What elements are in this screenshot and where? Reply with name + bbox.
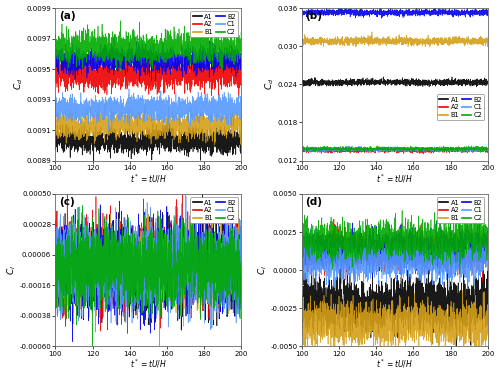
Y-axis label: $C_d$: $C_d$ — [12, 78, 25, 91]
Text: (c): (c) — [59, 197, 75, 207]
Y-axis label: $C_d$: $C_d$ — [264, 78, 276, 91]
Text: (a): (a) — [59, 11, 76, 21]
Legend: A1, A2, B1, B2, C1, C2: A1, A2, B1, B2, C1, C2 — [190, 11, 238, 37]
X-axis label: $t^*=tU/H$: $t^*=tU/H$ — [376, 172, 413, 185]
Text: (d): (d) — [306, 197, 322, 207]
Y-axis label: $C_l$: $C_l$ — [6, 265, 18, 275]
Legend: A1, A2, B1, B2, C1, C2: A1, A2, B1, B2, C1, C2 — [437, 94, 484, 120]
Legend: A1, A2, B1, B2, C1, C2: A1, A2, B1, B2, C1, C2 — [437, 197, 484, 223]
Y-axis label: $C_l$: $C_l$ — [256, 265, 269, 275]
X-axis label: $t^*=tU/H$: $t^*=tU/H$ — [130, 172, 166, 185]
Text: (b): (b) — [306, 11, 322, 21]
Legend: A1, A2, B1, B2, C1, C2: A1, A2, B1, B2, C1, C2 — [190, 197, 238, 223]
X-axis label: $t^*=tU/H$: $t^*=tU/H$ — [376, 358, 413, 370]
X-axis label: $t^*=tU/H$: $t^*=tU/H$ — [130, 358, 166, 370]
